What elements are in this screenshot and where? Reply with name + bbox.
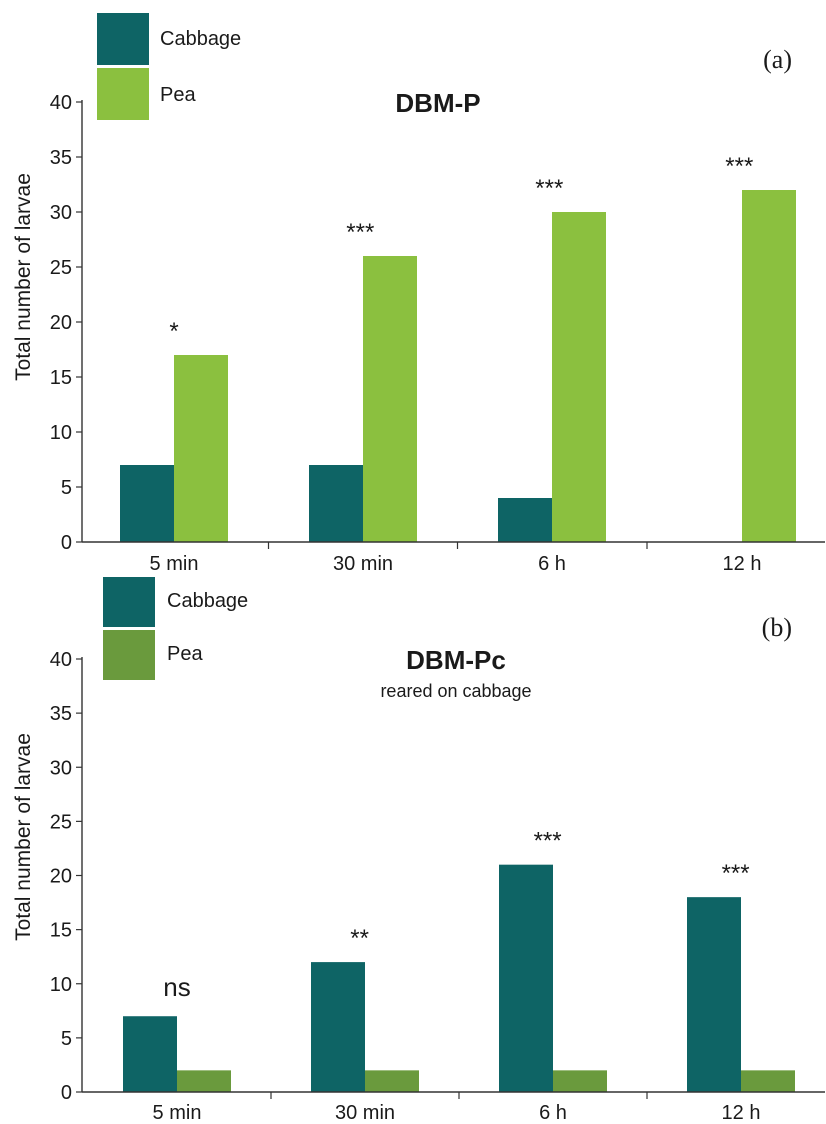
y-tick-label-b-4: 20 bbox=[50, 866, 72, 888]
significance-label-b-2: *** bbox=[534, 828, 562, 855]
legend-swatch-cabbage-b bbox=[103, 577, 155, 627]
x-tick-label-a-0: 5 min bbox=[150, 553, 199, 575]
significance-label-b-0: ns bbox=[163, 972, 190, 1002]
bar-b-pea-1 bbox=[365, 1070, 419, 1092]
y-tick-label-b-2: 10 bbox=[50, 974, 72, 996]
y-tick-label-a-8: 40 bbox=[50, 92, 72, 114]
bar-a-pea-2 bbox=[552, 212, 606, 542]
y-tick-label-a-0: 0 bbox=[61, 532, 72, 554]
legend-swatch-cabbage-a bbox=[97, 13, 149, 65]
y-tick-label-b-3: 15 bbox=[50, 920, 72, 942]
y-tick-label-a-6: 30 bbox=[50, 202, 72, 224]
legend-label-pea-a: Pea bbox=[160, 84, 196, 106]
y-ticks-a: 0 5 10 15 20 25 30 35 40 bbox=[50, 92, 82, 554]
bar-b-cabbage-1 bbox=[311, 962, 365, 1092]
bar-a-pea-0 bbox=[174, 355, 228, 542]
y-axis-label-a: Total number of larvae bbox=[12, 173, 35, 381]
bar-a-pea-1 bbox=[363, 256, 417, 542]
x-tick-label-b-0: 5 min bbox=[153, 1102, 202, 1124]
x-ticks-b: 5 min 30 min 6 h 12 h bbox=[153, 1092, 761, 1124]
legend-label-cabbage-a: Cabbage bbox=[160, 28, 241, 50]
x-tick-label-b-2: 6 h bbox=[539, 1102, 567, 1124]
legend-label-pea-b: Pea bbox=[167, 643, 203, 665]
y-tick-label-a-5: 25 bbox=[50, 257, 72, 279]
x-tick-label-a-1: 30 min bbox=[333, 553, 393, 575]
x-tick-label-a-3: 12 h bbox=[723, 553, 762, 575]
chart-title-a: DBM-P bbox=[395, 88, 480, 118]
y-tick-label-a-1: 5 bbox=[61, 477, 72, 499]
bar-b-pea-0 bbox=[177, 1070, 231, 1092]
bars-a bbox=[120, 190, 796, 542]
y-tick-label-b-7: 35 bbox=[50, 703, 72, 725]
y-tick-label-a-3: 15 bbox=[50, 367, 72, 389]
significance-labels-a: ********** bbox=[169, 153, 753, 345]
bar-b-cabbage-0 bbox=[123, 1016, 177, 1092]
bar-a-cabbage-1 bbox=[309, 465, 363, 542]
significance-label-a-2: *** bbox=[535, 175, 563, 202]
x-ticks-a: 5 min 30 min 6 h 12 h bbox=[150, 542, 762, 575]
y-tick-label-b-0: 0 bbox=[61, 1082, 72, 1104]
y-axis-label-b: Total number of larvae bbox=[12, 733, 35, 941]
significance-labels-b: ns******** bbox=[163, 828, 749, 1003]
significance-label-a-3: *** bbox=[725, 153, 753, 180]
legend-label-cabbage-b: Cabbage bbox=[167, 590, 248, 612]
chart-title-b: DBM-Pc bbox=[406, 645, 506, 675]
y-tick-label-a-7: 35 bbox=[50, 147, 72, 169]
bar-a-cabbage-0 bbox=[120, 465, 174, 542]
y-tick-label-b-1: 5 bbox=[61, 1028, 72, 1050]
panel-label-a: (a) bbox=[763, 45, 792, 74]
bar-a-cabbage-2 bbox=[498, 498, 552, 542]
bar-a-pea-3 bbox=[742, 190, 796, 542]
x-tick-label-b-1: 30 min bbox=[335, 1102, 395, 1124]
y-tick-label-b-8: 40 bbox=[50, 649, 72, 671]
significance-label-a-1: *** bbox=[346, 219, 374, 246]
legend-swatch-pea-b bbox=[103, 630, 155, 680]
y-ticks-b: 0 5 10 15 20 25 30 35 40 bbox=[50, 649, 82, 1104]
legend-swatch-pea-a bbox=[97, 68, 149, 120]
chart-subtitle-b: reared on cabbage bbox=[380, 681, 531, 701]
chart-panel-b: Cabbage Pea (b) DBM-Pc reared on cabbage… bbox=[12, 577, 825, 1124]
y-tick-label-a-2: 10 bbox=[50, 422, 72, 444]
x-tick-label-b-3: 12 h bbox=[722, 1102, 761, 1124]
x-tick-label-a-2: 6 h bbox=[538, 553, 566, 575]
y-tick-label-b-6: 30 bbox=[50, 757, 72, 779]
bar-b-cabbage-3 bbox=[687, 897, 741, 1092]
chart-panel-a: Cabbage Pea (a) DBM-P Total number of la… bbox=[12, 13, 825, 575]
significance-label-b-3: *** bbox=[722, 860, 750, 887]
y-tick-label-a-4: 20 bbox=[50, 312, 72, 334]
axes-b bbox=[81, 657, 825, 1093]
axes-a bbox=[81, 100, 825, 543]
bars-b bbox=[123, 864, 795, 1092]
significance-label-a-0: * bbox=[169, 318, 178, 345]
bar-b-pea-3 bbox=[741, 1070, 795, 1092]
legend-b: Cabbage Pea bbox=[103, 577, 248, 680]
y-tick-label-b-5: 25 bbox=[50, 811, 72, 833]
bar-b-cabbage-2 bbox=[499, 864, 553, 1092]
bar-b-pea-2 bbox=[553, 1070, 607, 1092]
panel-label-b: (b) bbox=[762, 613, 792, 642]
significance-label-b-1: ** bbox=[350, 925, 369, 952]
legend-a: Cabbage Pea bbox=[97, 13, 241, 120]
